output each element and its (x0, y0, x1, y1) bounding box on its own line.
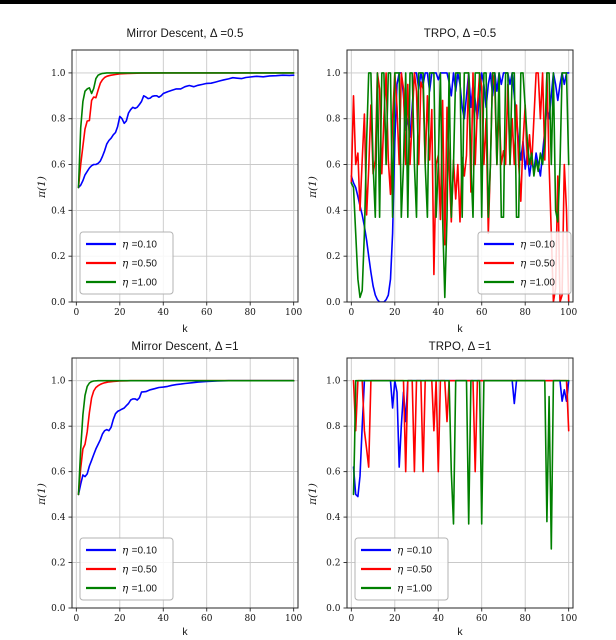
series-line (77, 74, 295, 189)
legend-label: η =0.10 (122, 545, 157, 557)
x-tick-label: 40 (433, 308, 445, 318)
legend-label: η =1.00 (397, 583, 432, 595)
y-tick-label: 0.2 (326, 559, 340, 569)
y-tick-label: 1.0 (326, 69, 341, 79)
legend-label: η =0.10 (520, 239, 555, 251)
series-line (352, 379, 570, 498)
y-tick-label: 0.2 (326, 252, 340, 262)
legend-label: η =0.50 (122, 564, 157, 576)
x-tick-label: 40 (433, 614, 445, 624)
y-tick-label: 0.2 (51, 559, 65, 569)
legend-label: η =0.50 (122, 258, 157, 270)
x-tick-label: 100 (560, 308, 577, 318)
y-tick-label: 1.0 (51, 377, 66, 387)
plot-1-ylabel: π(1) (307, 176, 319, 198)
y-tick-label: 0.8 (51, 422, 66, 432)
x-tick-label: 20 (114, 308, 126, 318)
series-line (77, 72, 295, 189)
x-tick-label: 20 (114, 614, 126, 624)
x-tick-label: 100 (285, 614, 302, 624)
y-tick-label: 0.8 (51, 115, 66, 125)
plot-2-xlabel: k (182, 626, 188, 638)
y-tick-label: 0.4 (326, 513, 341, 523)
legend-label: η =1.00 (122, 277, 157, 289)
y-tick-label: 0.0 (51, 604, 66, 614)
plot-1: 0 20 40 60 80 100 0.0 0.2 0.4 0.6 0.8 1.0 η =0.10 η =… (326, 49, 578, 318)
x-tick-label: 80 (519, 308, 531, 318)
x-tick-label: 0 (73, 614, 79, 624)
y-tick-label: 0.0 (51, 298, 66, 308)
legend-label: η =0.50 (520, 258, 555, 270)
series-line (350, 72, 570, 299)
series-line (77, 379, 295, 496)
plot-1-xlabel: k (457, 323, 463, 335)
series-line (352, 379, 570, 550)
y-tick-label: 0.8 (326, 422, 341, 432)
y-tick-label: 0.6 (51, 161, 66, 171)
plot-0-title: Mirror Descent, Δ =0.5 (126, 28, 244, 40)
y-tick-label: 1.0 (51, 69, 66, 79)
y-tick-label: 0.6 (326, 161, 341, 171)
legend-label: η =1.00 (520, 277, 555, 289)
legend-label: η =0.10 (397, 545, 432, 557)
legend-label: η =1.00 (122, 583, 157, 595)
y-tick-label: 0.0 (326, 298, 341, 308)
x-tick-label: 0 (348, 614, 354, 624)
x-tick-label: 20 (389, 614, 401, 624)
plot-0: 0 20 40 60 80 100 0.0 0.2 0.4 0.6 0.8 1.0 η =0.10 η =… (51, 49, 303, 318)
y-tick-label: 0.6 (51, 468, 66, 478)
y-tick-label: 0.4 (326, 206, 341, 216)
plot-frame (71, 49, 299, 303)
x-tick-label: 100 (285, 308, 302, 318)
x-tick-label: 100 (560, 614, 577, 624)
legend-label: η =0.10 (122, 239, 157, 251)
plot-2-ylabel: π(1) (36, 483, 48, 505)
x-tick-label: 60 (476, 614, 488, 624)
legend-box (79, 537, 174, 601)
y-tick-label: 0.4 (51, 513, 66, 523)
y-tick-label: 0.2 (51, 252, 65, 262)
plot-1-title: TRPO, Δ =0.5 (423, 28, 497, 40)
y-tick-label: 0.8 (326, 115, 341, 125)
x-tick-label: 80 (244, 308, 256, 318)
x-tick-label: 80 (519, 614, 531, 624)
plot-frame (346, 49, 574, 303)
x-tick-label: 20 (389, 308, 401, 318)
legend-box (477, 231, 572, 295)
x-tick-label: 40 (158, 614, 170, 624)
legend-box (79, 231, 174, 295)
series-line (77, 379, 295, 496)
plot-3-ylabel: π(1) (307, 483, 319, 505)
x-tick-label: 60 (476, 308, 488, 318)
plot-3: 0 20 40 60 80 100 0.0 0.2 0.4 0.6 0.8 1.0 η =0.10 η =… (326, 357, 578, 624)
y-tick-label: 0.0 (326, 604, 341, 614)
plot-0-ylabel: π(1) (36, 176, 48, 198)
series-line (77, 72, 295, 189)
y-tick-label: 1.0 (326, 377, 341, 387)
plot-frame (71, 357, 299, 609)
x-tick-label: 0 (348, 308, 354, 318)
legend-box (354, 537, 449, 601)
page-top-rule (0, 0, 616, 4)
y-tick-label: 0.6 (326, 468, 341, 478)
x-tick-label: 60 (201, 614, 213, 624)
legend-label: η =0.50 (397, 564, 432, 576)
plot-3-xlabel: k (457, 626, 463, 638)
series-line (352, 379, 570, 473)
series-line (77, 379, 295, 496)
plot-0-xlabel: k (182, 323, 188, 335)
x-tick-label: 60 (201, 308, 213, 318)
plot-3-title: TRPO, Δ =1 (428, 341, 492, 353)
x-tick-label: 80 (244, 614, 256, 624)
plot-frame (346, 357, 574, 609)
plot-2-title: Mirror Descent, Δ =1 (131, 341, 239, 353)
plot-2: 0 20 40 60 80 100 0.0 0.2 0.4 0.6 0.8 1.0 η =0.10 η =… (51, 357, 303, 624)
x-tick-label: 40 (158, 308, 170, 318)
x-tick-label: 0 (73, 308, 79, 318)
y-tick-label: 0.4 (51, 206, 66, 216)
